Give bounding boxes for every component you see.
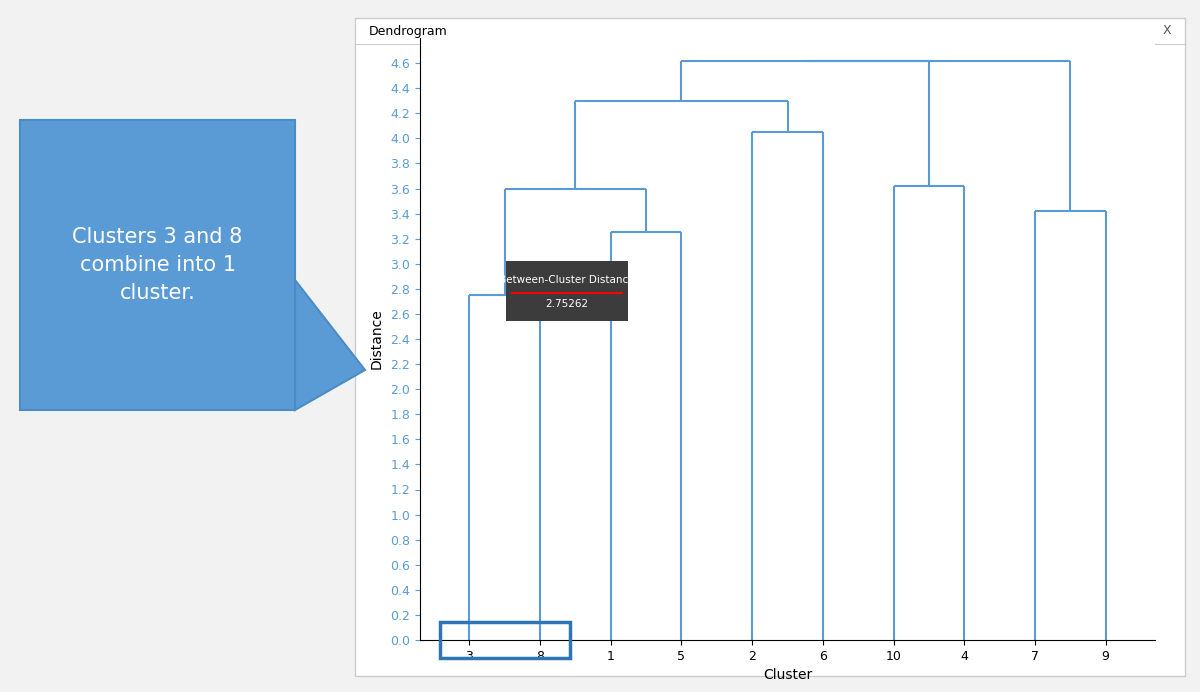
FancyBboxPatch shape: [506, 262, 628, 322]
Text: Clusters 3 and 8
combine into 1
cluster.: Clusters 3 and 8 combine into 1 cluster.: [72, 227, 242, 303]
Text: 2.75262: 2.75262: [546, 299, 588, 309]
Text: X: X: [1163, 24, 1171, 37]
Text: Dendrogram: Dendrogram: [370, 24, 448, 37]
Polygon shape: [295, 280, 365, 410]
X-axis label: Cluster: Cluster: [763, 668, 812, 682]
FancyBboxPatch shape: [20, 120, 295, 410]
Y-axis label: Distance: Distance: [370, 309, 383, 370]
FancyBboxPatch shape: [355, 18, 1186, 676]
Text: Between-Cluster Distance: Between-Cluster Distance: [499, 275, 635, 285]
